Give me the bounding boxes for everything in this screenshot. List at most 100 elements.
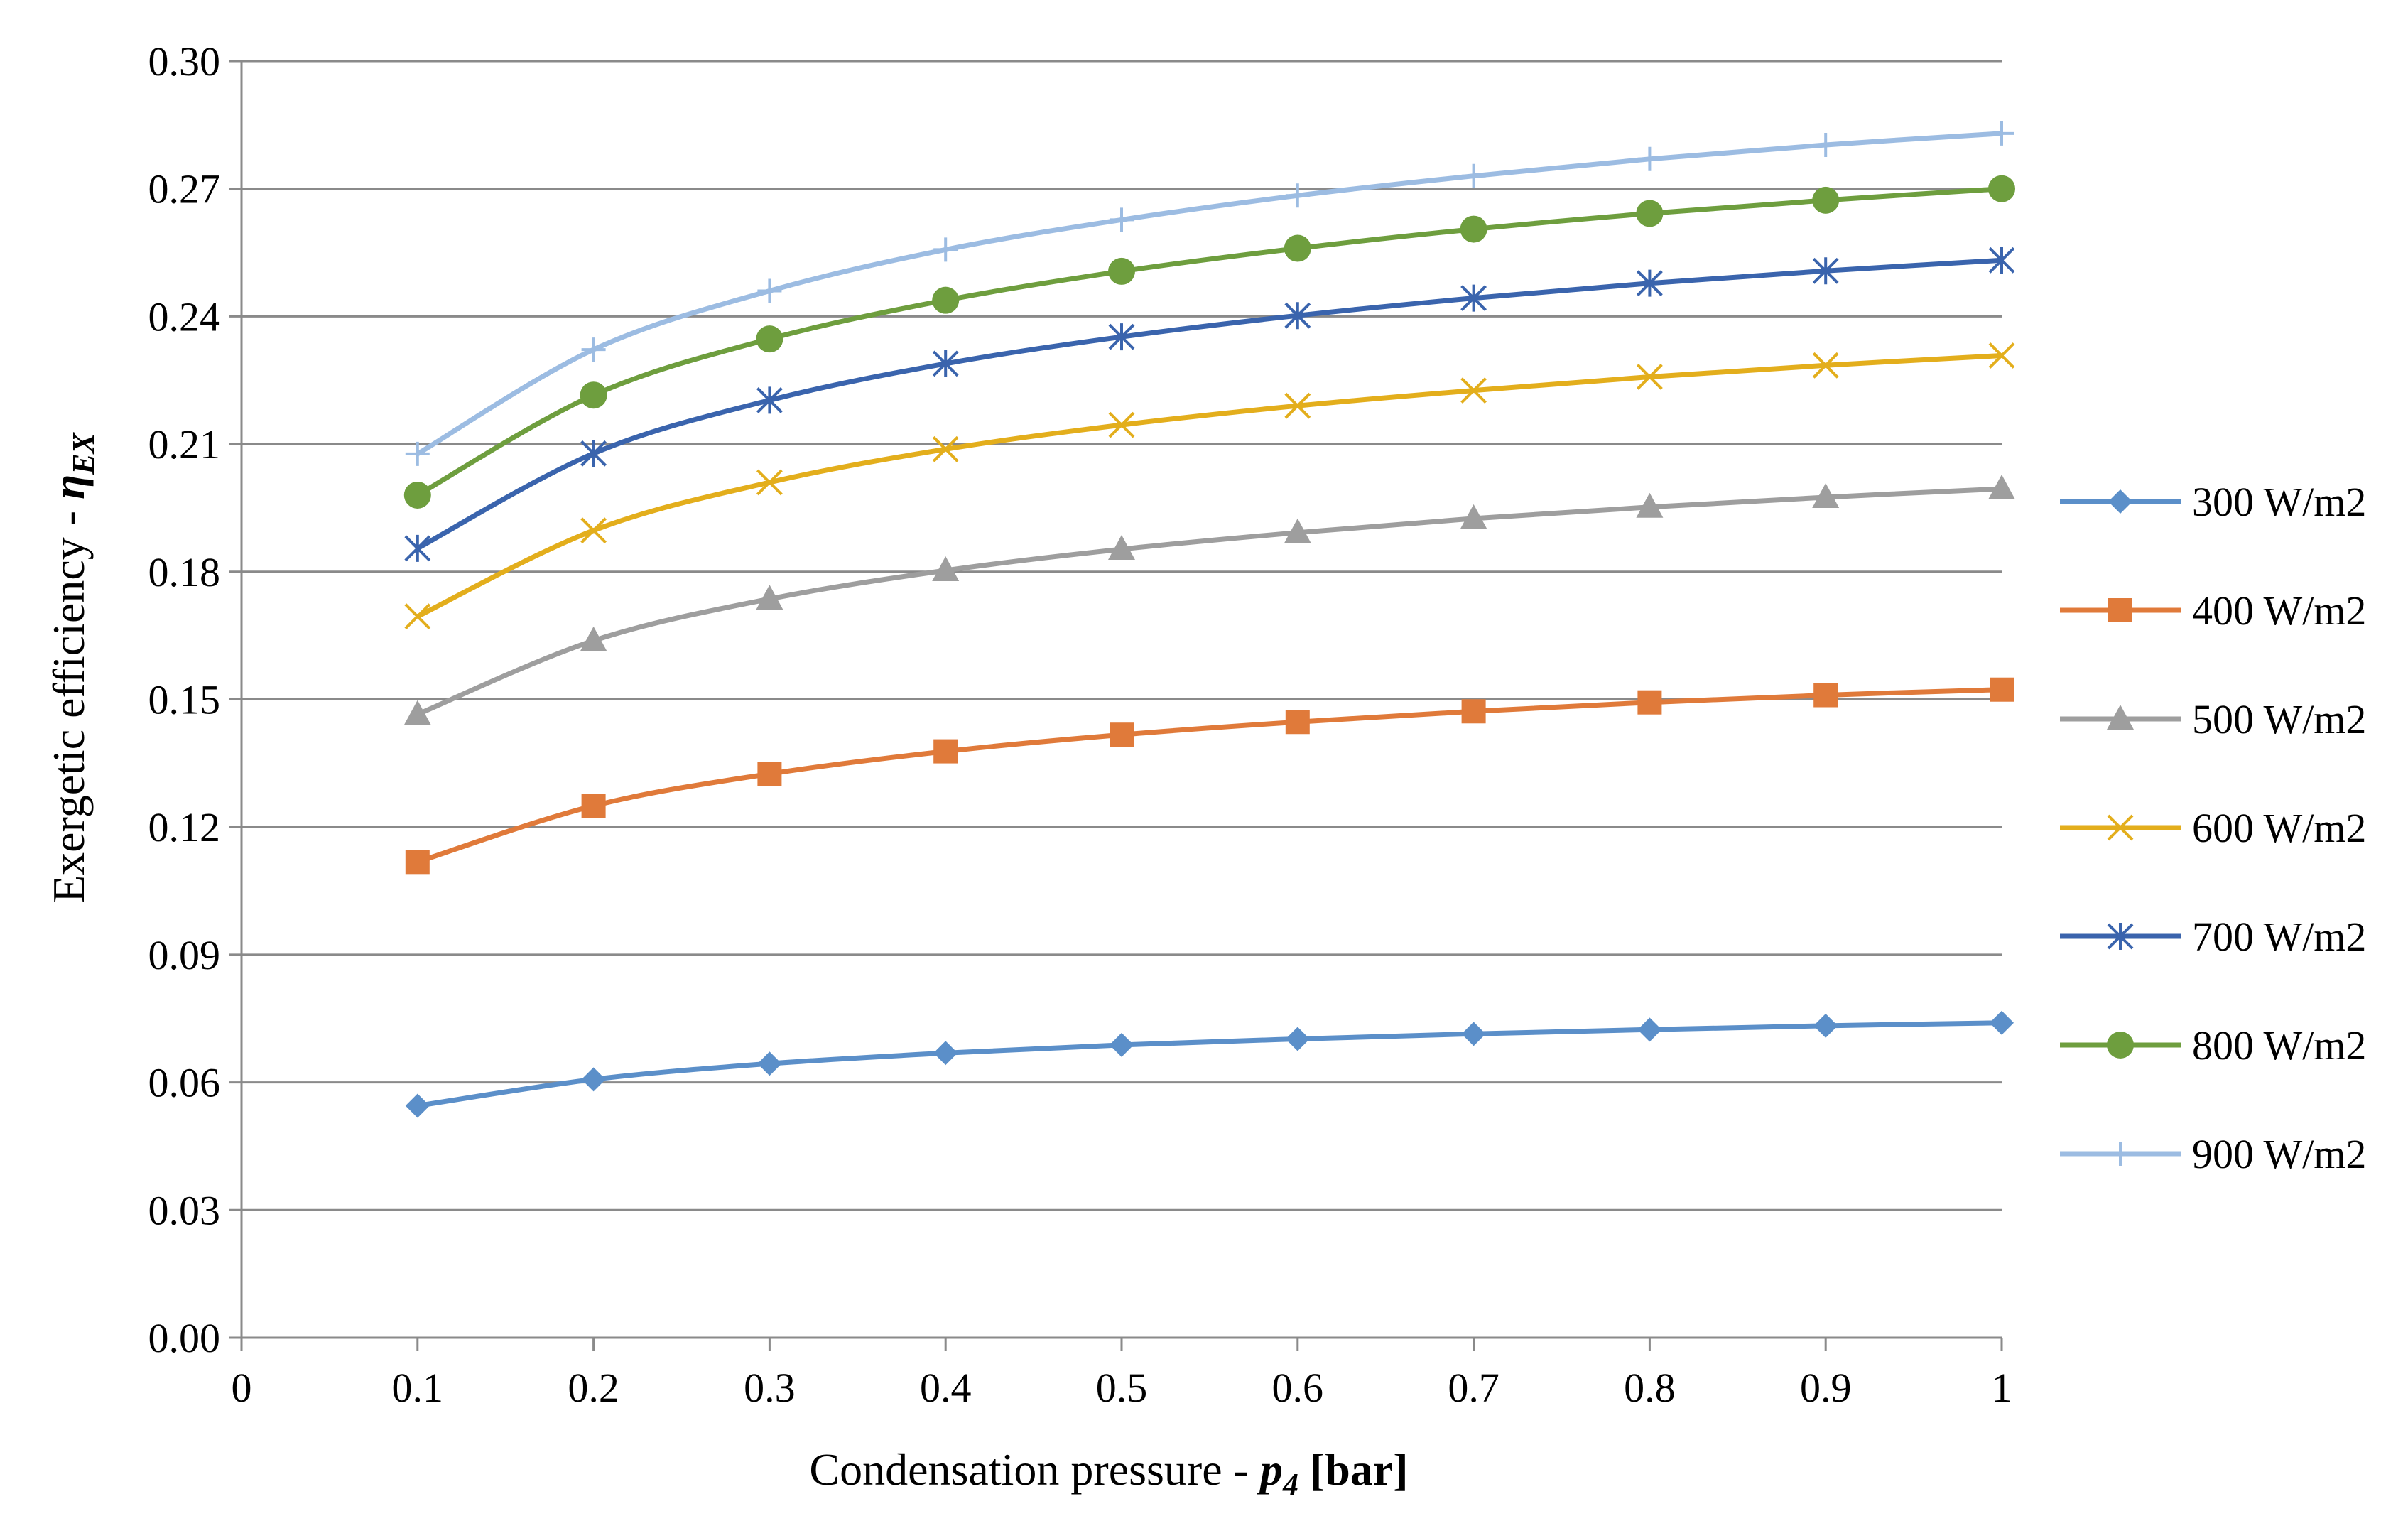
- y-tick-label: 0.09: [148, 932, 221, 978]
- data-point: [1460, 284, 1487, 312]
- data-point: [933, 1041, 958, 1066]
- data-point: [1460, 377, 1487, 404]
- data-point: [1284, 302, 1311, 330]
- data-point: [581, 794, 606, 818]
- x-tick-label: 0.6: [1272, 1365, 1324, 1411]
- x-tick-label: 0.1: [392, 1365, 444, 1411]
- data-point: [1284, 234, 1311, 262]
- y-tick-label: 0.18: [148, 549, 221, 595]
- data-point: [1108, 257, 1135, 285]
- data-point: [1636, 269, 1663, 297]
- series-line: [416, 486, 2002, 717]
- data-point: [933, 237, 958, 262]
- data-point: [1110, 1032, 1134, 1057]
- legend-item: 700 W/m2: [2060, 914, 2366, 960]
- data-point: [581, 1067, 606, 1092]
- y-tick-label: 0.06: [148, 1060, 221, 1106]
- data-point: [580, 440, 607, 467]
- data-point: [581, 337, 606, 362]
- data-point: [1988, 175, 2015, 202]
- legend-item: 800 W/m2: [2060, 1022, 2366, 1068]
- data-point: [1813, 1013, 1838, 1038]
- gridlines: [242, 60, 2002, 1211]
- legend-label: 700 W/m2: [2192, 914, 2366, 960]
- data-point: [1988, 247, 2015, 274]
- data-point: [1637, 1017, 1662, 1042]
- y-tick-label: 0.03: [148, 1187, 221, 1233]
- legend-label: 400 W/m2: [2192, 588, 2366, 634]
- series-700: [404, 247, 2015, 562]
- legend-marker: [2108, 489, 2132, 514]
- series-line: [416, 687, 2002, 865]
- y-tick-label: 0.27: [148, 166, 221, 212]
- data-point: [1461, 163, 1486, 188]
- legend-item: 900 W/m2: [2060, 1131, 2366, 1177]
- data-point: [757, 278, 782, 303]
- data-point: [756, 325, 783, 353]
- data-point: [1284, 518, 1311, 543]
- data-point: [1285, 183, 1310, 208]
- x-tick-label: 0.9: [1800, 1365, 1852, 1411]
- data-point: [1990, 121, 2014, 146]
- legend-marker: [2107, 705, 2134, 730]
- data-point: [404, 534, 431, 562]
- y-tick-label: 0.21: [148, 421, 221, 467]
- data-point: [1988, 474, 2015, 499]
- data-point: [1461, 699, 1486, 724]
- x-tick-label: 0.5: [1096, 1365, 1148, 1411]
- data-point: [1285, 710, 1310, 735]
- data-point: [932, 286, 960, 314]
- legend-marker: [2108, 1142, 2132, 1166]
- data-point: [405, 850, 430, 875]
- series-line: [416, 353, 2002, 619]
- data-point: [1284, 392, 1311, 419]
- x-tick-label: 0.2: [568, 1365, 619, 1411]
- data-point: [1813, 133, 1838, 158]
- y-tick-label: 0.24: [148, 293, 221, 340]
- data-point: [1812, 352, 1839, 379]
- data-point: [932, 350, 959, 377]
- series-500: [403, 474, 2015, 725]
- data-point: [405, 1093, 430, 1118]
- x-tick-label: 0: [232, 1365, 252, 1411]
- x-tick-label: 0.7: [1448, 1365, 1499, 1411]
- data-point: [757, 762, 782, 786]
- data-point: [1110, 722, 1134, 747]
- x-tick-label: 0.8: [1624, 1365, 1676, 1411]
- series-600: [404, 342, 2015, 630]
- data-point: [1990, 1010, 2014, 1035]
- series-300: [405, 1010, 2014, 1118]
- y-tick-label: 0.00: [148, 1315, 221, 1361]
- legend-label: 800 W/m2: [2192, 1022, 2366, 1068]
- data-point: [1110, 207, 1134, 232]
- y-tick-label: 0.30: [148, 38, 221, 85]
- legend-label: 900 W/m2: [2192, 1131, 2366, 1177]
- legend-label: 300 W/m2: [2192, 479, 2366, 525]
- y-tick-label: 0.12: [148, 804, 221, 850]
- series-800: [403, 175, 2015, 509]
- data-point: [403, 700, 431, 725]
- series-400: [405, 677, 2014, 875]
- data-point: [580, 626, 607, 651]
- data-point: [1813, 683, 1838, 708]
- y-tick-label: 0.15: [148, 677, 221, 723]
- axes: 0.00 0.03 0.06 0.09 0.12 0.15 0.18 0.21 0.24 0.27…: [148, 38, 2012, 1411]
- data-point: [756, 469, 783, 496]
- series-lines: [403, 121, 2015, 1118]
- data-point: [1988, 342, 2015, 369]
- x-tick-label: 0.4: [920, 1365, 972, 1411]
- data-point: [404, 603, 431, 630]
- data-point: [1636, 364, 1663, 390]
- x-axis-title: Condensation pressure - p4 [bar]: [809, 1444, 1408, 1502]
- series-line: [416, 131, 2002, 456]
- data-point: [1285, 1027, 1310, 1051]
- data-point: [1460, 215, 1487, 243]
- legend-label: 500 W/m2: [2192, 696, 2366, 742]
- data-point: [1637, 146, 1662, 171]
- series-line: [416, 257, 2002, 551]
- data-point: [1812, 186, 1840, 214]
- data-point: [1636, 200, 1664, 227]
- legend-marker: [2107, 923, 2134, 950]
- data-point: [1461, 1022, 1486, 1046]
